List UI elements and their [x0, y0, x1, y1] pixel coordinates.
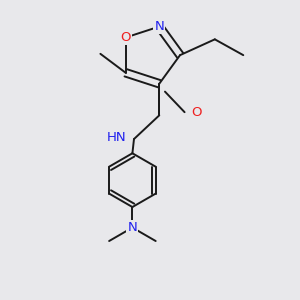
Text: N: N [128, 221, 137, 234]
Text: HN: HN [106, 131, 126, 144]
Text: N: N [154, 20, 164, 33]
Text: O: O [120, 31, 131, 44]
Text: O: O [191, 106, 202, 119]
